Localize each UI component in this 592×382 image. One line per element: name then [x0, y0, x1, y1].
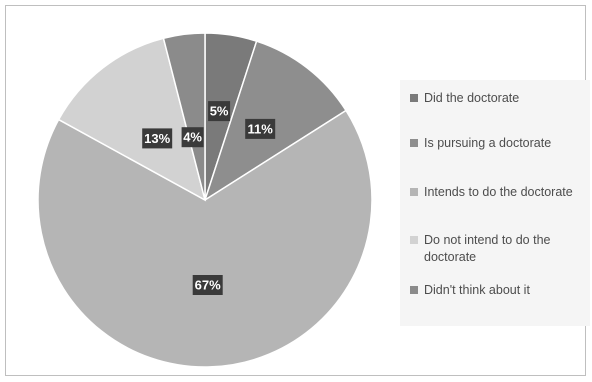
data-label-text: 13%	[144, 131, 170, 146]
data-label-text: 11%	[248, 121, 274, 136]
legend-label: Did the doctorate	[424, 91, 520, 105]
data-label: 67%	[192, 275, 223, 295]
legend-label: Intends to do the doctorate	[424, 185, 573, 199]
data-label-box	[142, 128, 173, 149]
legend-swatch	[410, 94, 418, 102]
data-label-box	[245, 118, 276, 139]
pie-slice	[37, 109, 373, 368]
legend-label: Didn't think about it	[424, 283, 530, 297]
pie-slice	[203, 40, 348, 202]
legend: Did the doctorate Is pursuing a doctorat…	[400, 80, 590, 326]
data-label-text: 4%	[183, 130, 202, 145]
data-label-box	[208, 101, 231, 122]
legend-swatch	[410, 188, 418, 196]
legend-swatch	[410, 236, 418, 244]
pie-chart: 5% 11% 67% 13% 4%	[37, 32, 373, 368]
data-label: 13%	[142, 128, 173, 149]
pie-data-labels: 5% 11% 67% 13% 4%	[142, 101, 276, 295]
data-label-box	[181, 127, 204, 148]
legend-label: Do not intend to do the doctorate	[424, 233, 551, 264]
data-label: 11%	[245, 118, 276, 139]
pie-slice	[162, 32, 206, 201]
data-label: 5%	[208, 101, 231, 122]
pie-slices	[37, 32, 373, 368]
pie-slice	[57, 37, 207, 202]
data-label-box	[192, 275, 223, 295]
data-label-text: 67%	[195, 278, 221, 293]
legend-swatch	[410, 286, 418, 294]
data-label: 4%	[181, 127, 204, 148]
legend-swatch	[410, 139, 418, 147]
data-label-text: 5%	[210, 104, 229, 119]
legend-label: Is pursuing a doctorate	[424, 136, 552, 150]
